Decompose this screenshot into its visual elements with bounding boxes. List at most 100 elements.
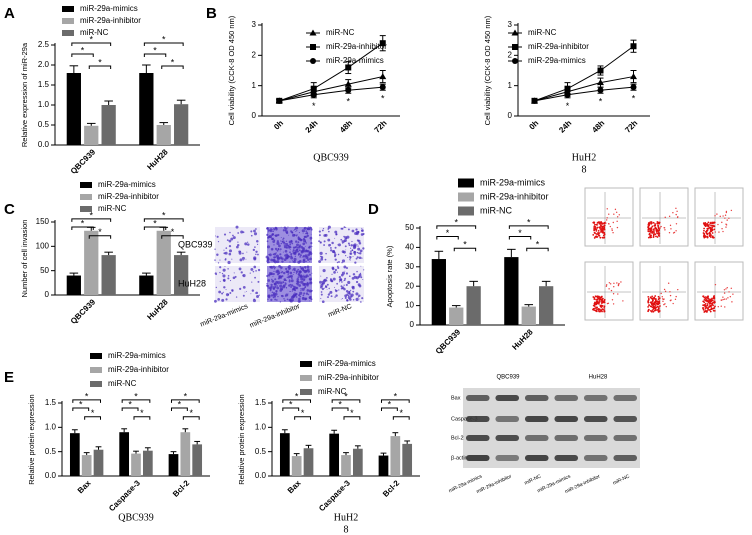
event	[649, 235, 652, 238]
cell	[219, 280, 221, 282]
event	[732, 293, 734, 295]
cell	[298, 232, 300, 234]
significance-bracket	[143, 53, 167, 57]
cell	[344, 277, 347, 280]
cell	[268, 253, 270, 256]
cell	[329, 244, 332, 246]
x-axis-label: QBC939	[118, 512, 154, 523]
marker	[379, 84, 386, 91]
cell	[352, 298, 355, 301]
error-bar	[86, 226, 96, 231]
cell	[273, 260, 277, 264]
event	[592, 308, 594, 311]
y-tick-label: 50	[405, 223, 414, 232]
bar	[352, 448, 363, 476]
cell	[337, 253, 340, 256]
cell	[217, 241, 220, 243]
micrograph	[318, 225, 365, 264]
cell	[279, 280, 281, 282]
error-bar	[380, 452, 387, 456]
significance-label: *	[134, 391, 138, 401]
cell	[326, 296, 328, 298]
cell	[305, 255, 307, 257]
event	[672, 212, 674, 214]
significance-bracket	[72, 399, 102, 403]
event	[660, 292, 662, 295]
cell	[279, 256, 283, 260]
event	[663, 298, 665, 300]
cell	[349, 256, 352, 259]
event	[657, 231, 660, 234]
cell	[338, 289, 340, 291]
cell	[345, 290, 349, 293]
event	[613, 282, 615, 284]
event	[705, 296, 707, 298]
cell	[242, 274, 244, 277]
event	[602, 231, 605, 234]
cell	[266, 227, 269, 230]
cell	[301, 256, 303, 258]
panel-letter: E	[4, 369, 14, 386]
cell	[275, 227, 278, 230]
cell	[280, 266, 283, 269]
event	[657, 308, 660, 311]
y-tick-label: 30	[405, 262, 414, 271]
marker	[630, 73, 637, 80]
event	[647, 301, 650, 304]
cell	[294, 228, 296, 231]
event	[712, 296, 715, 299]
cell	[295, 235, 298, 237]
significance-bracket	[161, 65, 184, 69]
cell	[288, 240, 292, 244]
blot-group: HuH28	[589, 375, 608, 381]
bar	[101, 255, 116, 295]
cell	[341, 297, 343, 300]
cell	[305, 242, 307, 244]
cell	[244, 242, 248, 246]
cell	[276, 273, 280, 276]
significance-label: *	[344, 391, 348, 401]
cell	[276, 240, 279, 243]
cell	[257, 268, 261, 272]
event	[707, 225, 710, 228]
line	[279, 76, 383, 102]
cell	[323, 287, 325, 289]
marker	[310, 58, 316, 64]
event	[656, 232, 658, 234]
cell	[299, 295, 302, 298]
cell	[279, 289, 283, 292]
cell	[331, 267, 335, 271]
cell	[252, 299, 257, 303]
event	[714, 305, 716, 308]
event	[593, 225, 596, 228]
cell	[267, 296, 271, 299]
y-axis-label: Relative expression of miR-29a	[20, 42, 29, 147]
event	[669, 294, 672, 297]
cell	[330, 279, 334, 283]
cell	[277, 295, 279, 298]
x-axis-label: HuH2	[334, 512, 358, 523]
cell	[272, 293, 276, 297]
cell	[222, 274, 226, 278]
event	[728, 217, 730, 219]
line	[279, 86, 383, 102]
error-bar	[541, 280, 551, 287]
cell	[293, 233, 296, 237]
y-tick-label: 2	[508, 50, 513, 59]
cell	[215, 286, 218, 289]
cell	[214, 235, 216, 237]
cell	[271, 234, 274, 236]
event	[706, 303, 709, 305]
cell	[318, 234, 321, 237]
cell	[330, 295, 333, 298]
cell	[326, 283, 329, 286]
cell	[334, 230, 338, 234]
event	[716, 213, 718, 215]
event	[663, 303, 665, 306]
x-tick-label: 24h	[304, 118, 320, 134]
cell	[284, 299, 286, 302]
event	[609, 283, 612, 285]
cell	[345, 249, 347, 251]
event	[703, 311, 706, 313]
error-bar	[104, 251, 113, 256]
